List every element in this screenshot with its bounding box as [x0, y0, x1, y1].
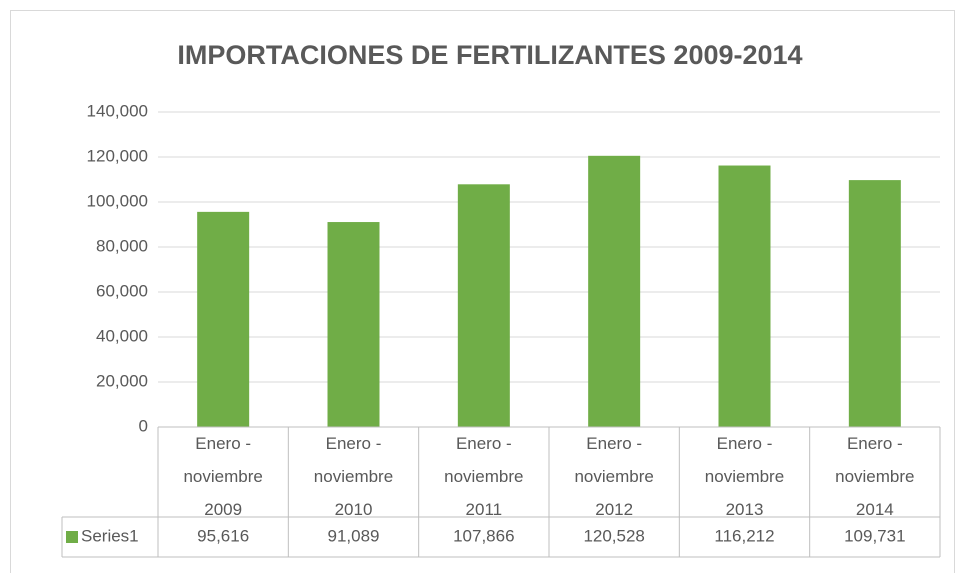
- chart-title: IMPORTACIONES DE FERTILIZANTES 2009-2014: [177, 40, 802, 70]
- data-table-value: 91,089: [328, 526, 380, 545]
- x-tick-label: Enero - noviembre 2010: [313, 434, 394, 519]
- data-table-value: 95,616: [197, 526, 249, 545]
- x-tick-label: Enero - noviembre 2014: [835, 434, 915, 519]
- y-tick-label: 100,000: [87, 191, 148, 210]
- x-tick-label: Enero - noviembre 2009: [183, 434, 263, 519]
- y-tick-label: 20,000: [96, 371, 148, 390]
- data-table-value: 109,731: [844, 526, 905, 545]
- legend-key: [66, 531, 78, 543]
- bar: [718, 165, 771, 427]
- y-tick-label: 0: [139, 416, 148, 435]
- x-tick-label: Enero - noviembre 2012: [574, 434, 654, 519]
- x-tick-label: Enero - noviembre 2013: [704, 434, 785, 519]
- bar: [457, 184, 510, 427]
- data-table-value: 116,212: [714, 526, 774, 545]
- y-tick-label: 120,000: [87, 146, 148, 165]
- y-tick-label: 60,000: [96, 281, 148, 300]
- y-tick-label: 140,000: [87, 101, 148, 120]
- chart-border: [10, 10, 955, 573]
- y-tick-label: 40,000: [96, 326, 148, 345]
- bar: [327, 222, 380, 427]
- x-tick-label: Enero - noviembre 2011: [444, 434, 524, 519]
- bar: [588, 155, 641, 427]
- legend-label: Series1: [81, 526, 139, 545]
- data-table-value: 107,866: [453, 526, 514, 545]
- data-table-value: 120,528: [583, 526, 644, 545]
- bar: [197, 211, 250, 427]
- bar: [848, 180, 901, 427]
- y-tick-label: 80,000: [96, 236, 148, 255]
